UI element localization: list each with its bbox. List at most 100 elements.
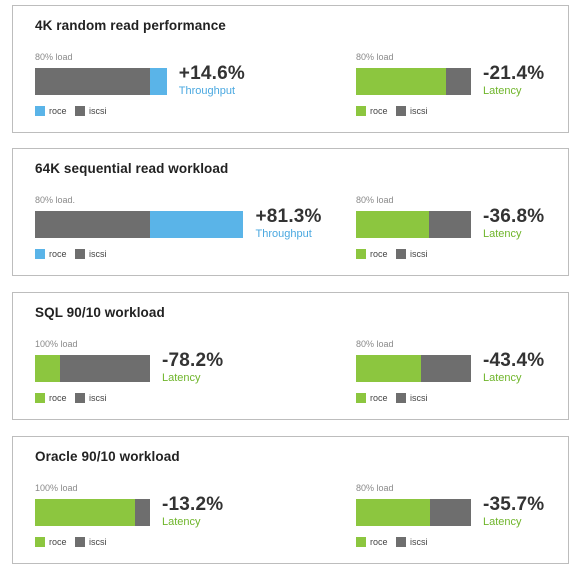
bar-segment-roce [356, 68, 447, 95]
legend-swatch-iscsi [396, 106, 406, 116]
workload-panel: Oracle 90/10 workload 100% load -13.2% Late… [12, 436, 569, 564]
legend-swatch-roce [35, 393, 45, 403]
legend-swatch-iscsi [396, 393, 406, 403]
change-percent: -78.2% [162, 350, 224, 371]
legend-label: roce [49, 393, 67, 403]
panel-title: Oracle 90/10 workload [35, 449, 180, 464]
stacked-bar [356, 211, 471, 238]
legend-item-roce: roce [35, 249, 67, 259]
bar-segment-roce [356, 211, 429, 238]
stacked-bar [35, 355, 150, 382]
legend-swatch-iscsi [75, 249, 85, 259]
legend-item-roce: roce [35, 106, 67, 116]
bar-segment-iscsi [35, 68, 150, 95]
metric-label: Throughput [255, 228, 312, 240]
legend-swatch-roce [356, 537, 366, 547]
legend-label: iscsi [89, 249, 107, 259]
legend-item-roce: roce [35, 537, 67, 547]
metric-label: Latency [483, 85, 522, 97]
workload-panel: 64K sequential read workload 80% load. +81… [12, 148, 569, 276]
legend-swatch-iscsi [75, 393, 85, 403]
metric-label: Latency [483, 516, 522, 528]
legend-label: roce [370, 249, 388, 259]
metric-label: Latency [162, 372, 201, 384]
load-label: 80% load. [35, 195, 76, 205]
legend-swatch-roce [35, 106, 45, 116]
comparison-chart: 80% load -21.4% Latency roce iscsi [356, 52, 585, 147]
legend-item-roce: roce [356, 249, 388, 259]
legend-label: roce [370, 537, 388, 547]
bar-segment-roce [150, 68, 167, 95]
workload-panel: SQL 90/10 workload 100% load -78.2% Latency… [12, 292, 569, 420]
comparison-chart: 80% load +14.6% Throughput roce iscsi [35, 52, 285, 147]
legend-label: iscsi [89, 106, 107, 116]
stacked-bar [35, 499, 150, 526]
legend-item-iscsi: iscsi [396, 249, 428, 259]
legend-swatch-roce [35, 537, 45, 547]
legend-label: roce [370, 106, 388, 116]
legend-label: iscsi [410, 249, 428, 259]
legend-item-roce: roce [356, 393, 388, 403]
metric-label: Latency [162, 516, 201, 528]
comparison-chart: 100% load -13.2% Latency roce iscsi [35, 483, 285, 578]
change-percent: +14.6% [178, 63, 245, 84]
workload-panel: 4K random read performance 80% load +14.6%… [12, 5, 569, 133]
legend-swatch-roce [356, 106, 366, 116]
legend-item-roce: roce [356, 537, 388, 547]
stacked-bar [35, 68, 167, 95]
comparison-chart: 80% load. +81.3% Throughput roce iscsi [35, 195, 321, 290]
legend-label: iscsi [89, 537, 107, 547]
stacked-bar [35, 211, 244, 238]
legend-label: iscsi [410, 537, 428, 547]
panel-title: SQL 90/10 workload [35, 305, 165, 320]
legend-item-iscsi: iscsi [75, 393, 107, 403]
load-label: 80% load [35, 52, 73, 62]
legend-swatch-iscsi [396, 537, 406, 547]
bar-segment-roce [35, 499, 135, 526]
legend-item-roce: roce [356, 106, 388, 116]
legend-swatch-roce [356, 393, 366, 403]
legend-swatch-roce [356, 249, 366, 259]
panel-title: 64K sequential read workload [35, 161, 229, 176]
comparison-chart: 80% load -36.8% Latency roce iscsi [356, 195, 585, 290]
bar-segment-iscsi [35, 211, 150, 238]
legend-label: iscsi [410, 106, 428, 116]
load-label: 80% load [356, 339, 394, 349]
legend-item-iscsi: iscsi [75, 106, 107, 116]
legend-item-iscsi: iscsi [75, 249, 107, 259]
legend-swatch-iscsi [75, 106, 85, 116]
legend-label: iscsi [89, 393, 107, 403]
load-label: 80% load [356, 483, 394, 493]
legend-item-roce: roce [35, 393, 67, 403]
bar-segment-roce [356, 355, 422, 382]
comparison-chart: 80% load -43.4% Latency roce iscsi [356, 339, 585, 434]
legend-label: roce [370, 393, 388, 403]
change-percent: -35.7% [483, 494, 545, 515]
legend-item-iscsi: iscsi [396, 537, 428, 547]
bar-segment-roce [150, 211, 244, 238]
comparison-chart: 80% load -35.7% Latency roce iscsi [356, 483, 585, 578]
legend-item-iscsi: iscsi [75, 537, 107, 547]
legend-swatch-iscsi [396, 249, 406, 259]
load-label: 80% load [356, 52, 394, 62]
change-percent: -21.4% [483, 63, 545, 84]
legend-label: roce [49, 106, 67, 116]
metric-label: Throughput [178, 85, 236, 97]
stacked-bar [356, 499, 471, 526]
legend-label: roce [49, 537, 67, 547]
legend-swatch-iscsi [75, 537, 85, 547]
legend-item-iscsi: iscsi [396, 393, 428, 403]
stacked-bar [356, 355, 471, 382]
legend-item-iscsi: iscsi [396, 106, 428, 116]
metric-label: Latency [483, 228, 522, 240]
change-percent: -36.8% [483, 206, 545, 227]
bar-segment-roce [356, 499, 430, 526]
metric-label: Latency [483, 372, 522, 384]
legend-swatch-roce [35, 249, 45, 259]
panel-title: 4K random read performance [35, 18, 226, 33]
load-label: 100% load [35, 483, 78, 493]
load-label: 80% load [356, 195, 394, 205]
load-label: 100% load [35, 339, 78, 349]
stacked-bar [356, 68, 471, 95]
legend-label: roce [49, 249, 67, 259]
